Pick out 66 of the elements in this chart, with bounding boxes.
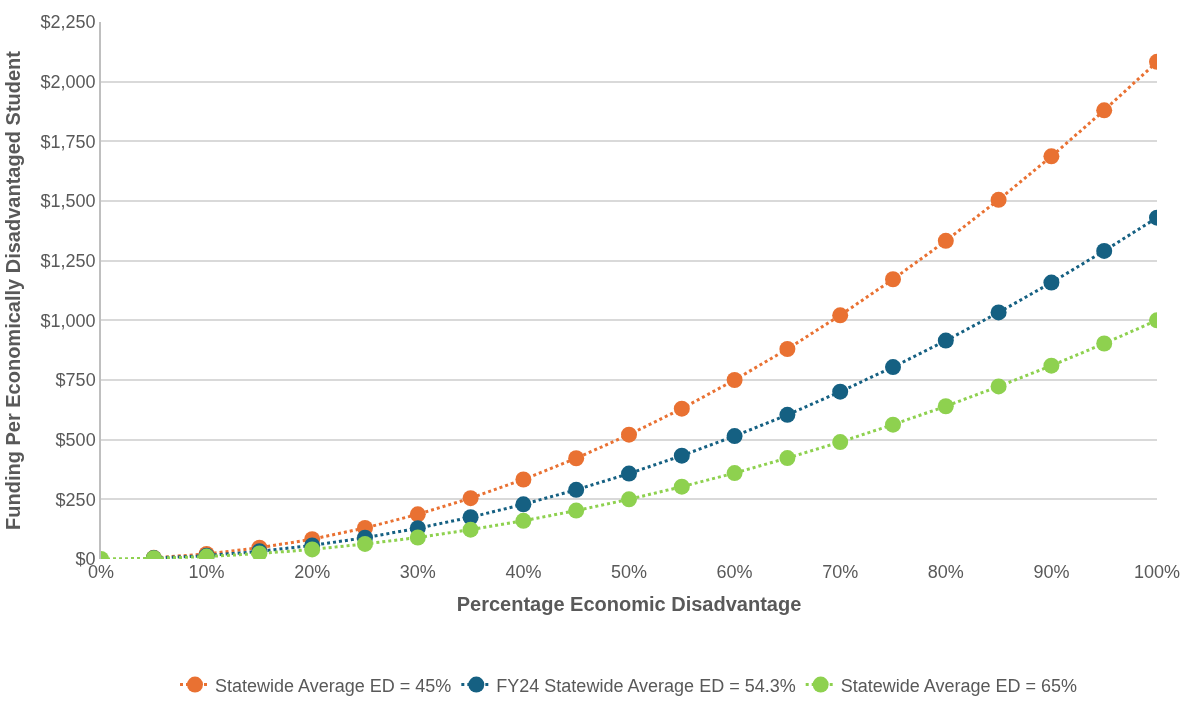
point	[1043, 274, 1060, 291]
point	[937, 232, 954, 249]
point	[357, 535, 373, 552]
point	[515, 496, 532, 513]
point	[568, 481, 585, 498]
y-tick-label: $1,750	[40, 131, 96, 152]
point	[832, 383, 849, 400]
x-axis-title: Percentage Economic Disadvantage	[456, 592, 802, 615]
point	[779, 406, 796, 423]
point	[515, 471, 532, 488]
point	[568, 450, 585, 467]
y-tick-label: $250	[55, 489, 96, 510]
x-tick-label: 70%	[822, 562, 859, 582]
point	[726, 372, 743, 388]
x-tick-label: 30%	[399, 562, 436, 582]
point	[779, 450, 796, 467]
point	[409, 529, 426, 546]
x-tick-label: 90%	[1033, 562, 1070, 582]
point	[937, 398, 954, 415]
point	[673, 478, 690, 495]
point	[885, 271, 901, 288]
point	[937, 332, 954, 349]
y-axis-title: Funding Per Economically Disadvantaged Student	[1, 50, 24, 530]
point	[621, 491, 637, 508]
point	[990, 378, 1007, 395]
point	[726, 465, 743, 482]
y-tick-label: $2,250	[40, 12, 96, 33]
point	[462, 490, 479, 507]
y-tick-label: $750	[55, 370, 96, 391]
point	[568, 502, 585, 519]
point	[726, 428, 743, 445]
point	[621, 426, 637, 443]
y-tick-label: $500	[55, 429, 96, 450]
point	[304, 541, 321, 558]
point	[779, 340, 796, 357]
legend-label: Statewide Average ED = 65%	[840, 675, 1078, 696]
point	[673, 447, 690, 464]
point	[885, 416, 901, 433]
point	[1043, 357, 1060, 374]
x-tick-label: 60%	[716, 562, 753, 582]
point	[1096, 102, 1113, 119]
y-tick-label: $1,000	[40, 310, 96, 331]
point	[832, 307, 849, 324]
point	[832, 434, 849, 451]
legend-label: FY24 Statewide Average ED = 54.3%	[496, 675, 796, 696]
y-tick-label: $2,000	[40, 71, 96, 92]
x-tick-label: 50%	[610, 562, 648, 582]
legend-label: Statewide Average ED = 45%	[215, 675, 452, 696]
x-tick-label: 100%	[1133, 562, 1181, 582]
point	[621, 465, 637, 482]
y-tick-label: $1,500	[40, 191, 96, 212]
point	[1096, 242, 1113, 259]
point	[462, 521, 479, 538]
point	[990, 304, 1007, 321]
x-tick-label: 10%	[188, 562, 225, 582]
point	[885, 359, 901, 376]
point	[1043, 148, 1060, 165]
x-tick-label: 20%	[294, 562, 331, 582]
point	[515, 512, 532, 529]
point	[1096, 335, 1113, 352]
x-tick-label: 80%	[927, 562, 964, 582]
x-tick-label: 40%	[505, 562, 542, 582]
point	[673, 400, 690, 417]
y-tick-label: $1,250	[40, 250, 96, 271]
point	[990, 191, 1007, 208]
point	[409, 506, 426, 523]
